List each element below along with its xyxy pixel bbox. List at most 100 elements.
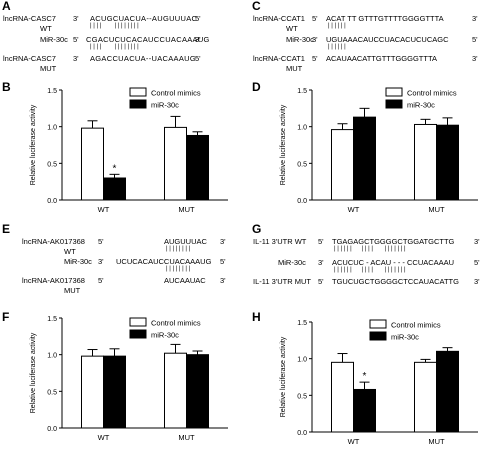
significance-marker: * bbox=[113, 163, 117, 174]
sequence: ACAT TT GTTTGTTTTGGGGTTTA bbox=[326, 14, 444, 23]
end-5: 5' bbox=[312, 14, 318, 23]
pairing-lines: | | | | | | | | | | | | bbox=[90, 23, 139, 29]
bar bbox=[436, 124, 459, 201]
y-axis-label: Relative luciferase activity bbox=[280, 336, 287, 417]
y-tick-label: 1.0 bbox=[297, 125, 307, 132]
bar bbox=[186, 134, 209, 201]
legend-swatch bbox=[385, 87, 403, 97]
legend-swatch bbox=[369, 331, 387, 341]
y-tick-label: 0.0 bbox=[47, 426, 57, 433]
sequence: TGUCUGCTGGGGCTCCAUACATTG bbox=[332, 277, 459, 286]
row-name: MiR-30c bbox=[40, 35, 68, 44]
bar bbox=[353, 388, 376, 433]
bar bbox=[164, 126, 187, 201]
bar-chart: 0.0 0.5 1.0 1.5 Relative luciferase activity… bbox=[280, 87, 478, 214]
sequence: UGUAAACAUCCUACACUCUCAGC bbox=[326, 35, 449, 44]
panel-label: B bbox=[2, 80, 11, 94]
end-5: 5' bbox=[474, 258, 480, 267]
end-3: 5' bbox=[195, 14, 201, 23]
end-5: 5' bbox=[318, 277, 324, 286]
row-name-2: WT bbox=[64, 247, 76, 256]
legend-swatch bbox=[369, 319, 387, 329]
sequence: AUGUUUAC bbox=[164, 237, 207, 246]
bar-chart: 0.0 0.5 1.0 1.5 Relative luciferase activity… bbox=[30, 316, 228, 442]
end-5: 5' bbox=[318, 237, 324, 246]
panel-label: F bbox=[2, 310, 10, 324]
bar bbox=[164, 352, 187, 429]
row-name-2: WT bbox=[40, 24, 52, 33]
row-name: MiR-30c bbox=[278, 258, 306, 267]
x-tick-label: WT bbox=[98, 205, 110, 214]
bar bbox=[414, 361, 437, 433]
end-3: 5' bbox=[73, 35, 79, 44]
pairing-lines: | | | | | | bbox=[328, 23, 346, 29]
bar bbox=[186, 354, 209, 429]
pairing-lines: | | | | | | | | | | | | | | | | | bbox=[334, 267, 406, 273]
legend-label: miR-30c bbox=[407, 101, 435, 110]
x-tick-label: MUT bbox=[428, 437, 445, 445]
bar bbox=[81, 127, 104, 201]
legend-label: Control mimics bbox=[151, 319, 201, 328]
end-5: 3' bbox=[73, 54, 79, 63]
panel-label: D bbox=[252, 80, 261, 94]
end-5: 3' bbox=[73, 14, 79, 23]
row-name-2: WT bbox=[286, 24, 298, 33]
end-3: 3' bbox=[220, 276, 226, 285]
y-axis-label: Relative luciferase activity bbox=[30, 104, 37, 185]
sequence: TGAGAGCTGGGGCTGGATGCTTG bbox=[332, 237, 455, 246]
y-tick-label: 0.5 bbox=[297, 161, 307, 168]
row-name: lncRNA-CCAT1 bbox=[253, 14, 305, 23]
y-axis-label: Relative luciferase activity bbox=[30, 332, 37, 413]
sequence: ACUGCUACUA--AUGUUUAC bbox=[90, 14, 198, 23]
end-3: 3' bbox=[472, 14, 478, 23]
sequence: ACAUAACATTGTTTGGGGTTTA bbox=[326, 54, 437, 63]
row-name: IL-11 3'UTR WT bbox=[253, 237, 307, 246]
y-tick-label: 0.0 bbox=[47, 198, 57, 205]
bar bbox=[103, 177, 126, 201]
y-tick-label: 1.0 bbox=[47, 353, 57, 360]
panel-b: B 0.0 0.5 1.0 1.5 Relative luciferase activi… bbox=[0, 78, 250, 220]
y-tick-label: 1.0 bbox=[297, 357, 307, 364]
row-name: IL-11 3'UTR MUT bbox=[253, 277, 311, 286]
legend-label: miR-30c bbox=[151, 331, 179, 340]
end-5: 5' bbox=[98, 237, 104, 246]
bar bbox=[103, 355, 126, 429]
row-name: lncRNA-CASC7 bbox=[3, 14, 56, 23]
bar bbox=[414, 123, 437, 201]
row-name: MiR-30c bbox=[286, 35, 314, 44]
x-tick-label: WT bbox=[348, 205, 360, 214]
row-name-2: MUT bbox=[40, 64, 57, 73]
y-tick-label: 1.5 bbox=[297, 88, 307, 95]
row-name: lncRNA-AK017368 bbox=[22, 276, 85, 285]
legend-label: Control mimics bbox=[151, 89, 201, 98]
panel-a: A lncRNA-CASC7 WT 3' ACUGCUACUA--AUGUUUA… bbox=[0, 0, 250, 75]
panel-d: D 0.0 0.5 1.0 1.5 Relative luciferase activi… bbox=[250, 78, 500, 220]
end-3: 3' bbox=[318, 258, 324, 267]
panel-c: C lncRNA-CCAT1 WT 5' ACAT TT GTTTGTTTTGG… bbox=[250, 0, 500, 75]
y-tick-label: 1.0 bbox=[47, 125, 57, 132]
bar bbox=[331, 129, 354, 201]
panel-e: E lncRNA-AK017368 WT 5' AUGUUUAC 3' | | … bbox=[0, 222, 250, 300]
bar bbox=[331, 361, 354, 433]
x-tick-label: WT bbox=[348, 437, 360, 445]
y-tick-label: 1.5 bbox=[47, 88, 57, 95]
bar-chart: 0.0 0.5 1.0 1.5 Relative luciferase activity… bbox=[30, 87, 228, 214]
panel-label: E bbox=[2, 222, 11, 236]
end-5: 3' bbox=[195, 35, 201, 44]
sequence: AGACCUACUA--UACAAAUG bbox=[90, 54, 197, 63]
panel-label: H bbox=[252, 310, 261, 324]
x-tick-label: MUT bbox=[178, 433, 195, 442]
bar bbox=[436, 350, 459, 433]
end-3: 3' bbox=[472, 54, 478, 63]
row-name: MiR-30c bbox=[64, 257, 92, 266]
x-tick-label: MUT bbox=[428, 205, 445, 214]
row-name: lncRNA-CCAT1 bbox=[253, 54, 305, 63]
bar bbox=[81, 355, 104, 429]
pairing-lines: | | | | | | | | | | | | | | | | | bbox=[334, 246, 406, 252]
row-name-2: MUT bbox=[64, 286, 81, 295]
sequence: ACUCUC - ACAU - - - CCUACAAAU bbox=[332, 258, 455, 267]
row-name: lncRNA-AK017368 bbox=[22, 237, 85, 246]
legend-swatch bbox=[129, 317, 147, 327]
pairing-lines: | | | | | | | | bbox=[166, 246, 191, 252]
legend-label: Control mimics bbox=[391, 321, 441, 330]
